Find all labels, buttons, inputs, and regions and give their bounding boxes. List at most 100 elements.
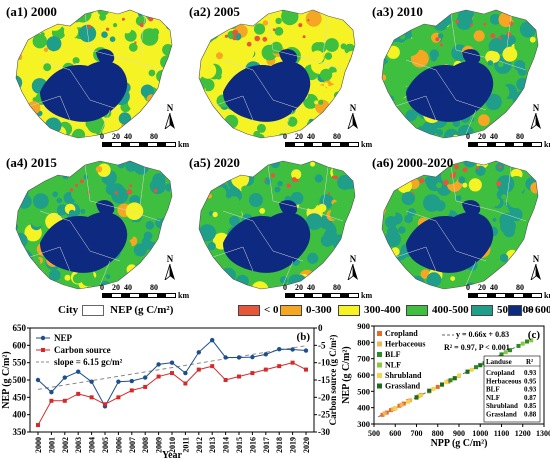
y-tick-label: 450: [13, 392, 27, 402]
table-cell-landuse: Cropland: [486, 369, 515, 377]
legend-class-label: > 600: [526, 304, 550, 316]
north-arrow-shape: [530, 112, 541, 131]
table-cell-r2: 0.93: [524, 369, 537, 377]
x-tick-label: 2003: [74, 437, 83, 453]
carbon-source-point: [143, 384, 148, 389]
nep-point: [290, 347, 295, 352]
x-tick-label: 2001: [47, 437, 56, 453]
north-arrow-icon: N: [162, 103, 178, 131]
carbon-source-point: [290, 360, 295, 365]
scale-bar-graphic: [285, 293, 359, 298]
nep-raster-map: [198, 160, 356, 290]
scale-tick-label: 80: [150, 132, 158, 141]
north-arrow-shape: [164, 263, 175, 282]
scale-bar-graphic: [468, 293, 542, 298]
north-label: N: [532, 254, 540, 264]
x-tick-label: 2019: [289, 437, 298, 453]
scatter-point-5: [414, 395, 419, 400]
nep-point: [210, 337, 215, 343]
nep-raster-map: [381, 9, 539, 139]
scatter-point-1: [399, 402, 404, 407]
y2-tick-label: -20: [318, 392, 330, 402]
carbon-source-point: [170, 371, 174, 376]
x-tick-label: 1300: [536, 429, 550, 438]
r2-table-frame: [483, 355, 541, 423]
legend-class-5: > 600: [508, 304, 550, 316]
x-tick-label: 2011: [181, 437, 190, 453]
map-panel-title: (a6) 2000-2020: [372, 155, 454, 170]
y-tick-label: 600: [13, 340, 27, 350]
nep-point: [156, 362, 161, 367]
legend-class-1: 0-300: [280, 304, 332, 316]
scatter-point-0: [380, 412, 385, 417]
scatter-point-5: [452, 376, 457, 381]
carbon-source-point: [62, 398, 67, 403]
scale-tick-label: 80: [333, 132, 341, 141]
legend-label: NEP: [54, 333, 73, 343]
scale-tick-label: 20: [295, 132, 303, 141]
table-cell-landuse: Herbaceous: [486, 377, 522, 385]
table-cell-landuse: NLF: [486, 394, 500, 402]
nep-point: [143, 375, 148, 380]
carbon-source-point: [304, 367, 308, 372]
map-panel-title: (a2) 2005: [189, 4, 240, 19]
legend-label: NLF: [385, 361, 401, 370]
legend-label: Herbaceous: [385, 340, 425, 349]
scatter-point-1: [416, 394, 421, 399]
legend-city: City NEP (g C/m²): [58, 304, 173, 316]
scale-tick-label: 0: [466, 283, 470, 292]
map-panel-a6: (a6) 2000-2020 N 0 20 40 80 km: [366, 151, 550, 302]
chart-b-legend: NEP Carbon source slope = 6.15 gc/m²: [36, 333, 123, 367]
y-tick-label: 650: [13, 323, 27, 333]
y2-axis-label: Carbon source (g C/m²): [328, 335, 338, 426]
x-tick-label: 2006: [114, 437, 123, 453]
table-cell-r2: 0.87: [524, 394, 537, 402]
legend-class-2: 300-400: [338, 304, 401, 316]
table-cell-r2: 0.85: [524, 402, 537, 410]
north-arrow-shape: [164, 112, 175, 131]
scatter-point-2: [448, 378, 453, 383]
table-cell-landuse: BLF: [486, 386, 500, 394]
north-label: N: [532, 103, 540, 113]
scale-unit: km: [361, 291, 373, 300]
carbon-source-point: [103, 402, 107, 407]
scale-bar: 0 20 40 80 km: [466, 132, 550, 150]
x-tick-label: 2000: [34, 437, 43, 453]
scale-unit: km: [178, 140, 190, 149]
y2-tick-label: -10: [318, 358, 330, 368]
x-tick-label: 2014: [222, 437, 231, 453]
scale-tick-label: 40: [307, 283, 315, 292]
scatter-point-2: [525, 339, 529, 344]
map-panel-a1: (a1) 2000 N 0 20 40 80 km: [0, 0, 189, 151]
legend-label: Shrubland: [385, 371, 422, 380]
npp-nep-scatter-chart: 300 400 500 600 700 800 900 500 600 700 800 900 1000…: [341, 321, 550, 449]
scale-tick-label: 40: [490, 132, 498, 141]
map-panel-title: (a5) 2020: [189, 155, 240, 170]
scatter-point-5: [465, 369, 470, 374]
nep-point: [223, 355, 228, 360]
nep-raster-map: [381, 160, 539, 290]
carbon-source-point: [277, 364, 282, 369]
scatter-point-4: [406, 399, 410, 404]
table-cell-r2: 0.93: [524, 386, 537, 394]
y-tick-label: 600: [357, 370, 370, 380]
y-tick-label: 800: [357, 337, 370, 347]
scale-tick-label: 20: [112, 283, 120, 292]
panel-label-c: (c): [528, 329, 541, 341]
scatter-point-2: [499, 352, 504, 357]
scatter-point-0: [389, 408, 393, 413]
scale-bar: 0 20 40 80 km: [100, 283, 189, 301]
scatter-point-5: [478, 363, 483, 368]
y-tick-label: 350: [13, 427, 27, 437]
scale-bar-graphic: [102, 142, 176, 147]
table-cell-landuse: Shrubland: [486, 402, 518, 410]
legend-marker: [377, 373, 382, 378]
y2-tick-label: -5: [318, 340, 326, 350]
nep-point: [35, 377, 41, 383]
nep-point: [263, 352, 268, 357]
x-tick-label: 800: [432, 429, 444, 438]
x-tick-label: 2010: [168, 437, 177, 453]
x-tick-label: 2016: [248, 437, 257, 453]
plot-frame: [29, 327, 315, 433]
